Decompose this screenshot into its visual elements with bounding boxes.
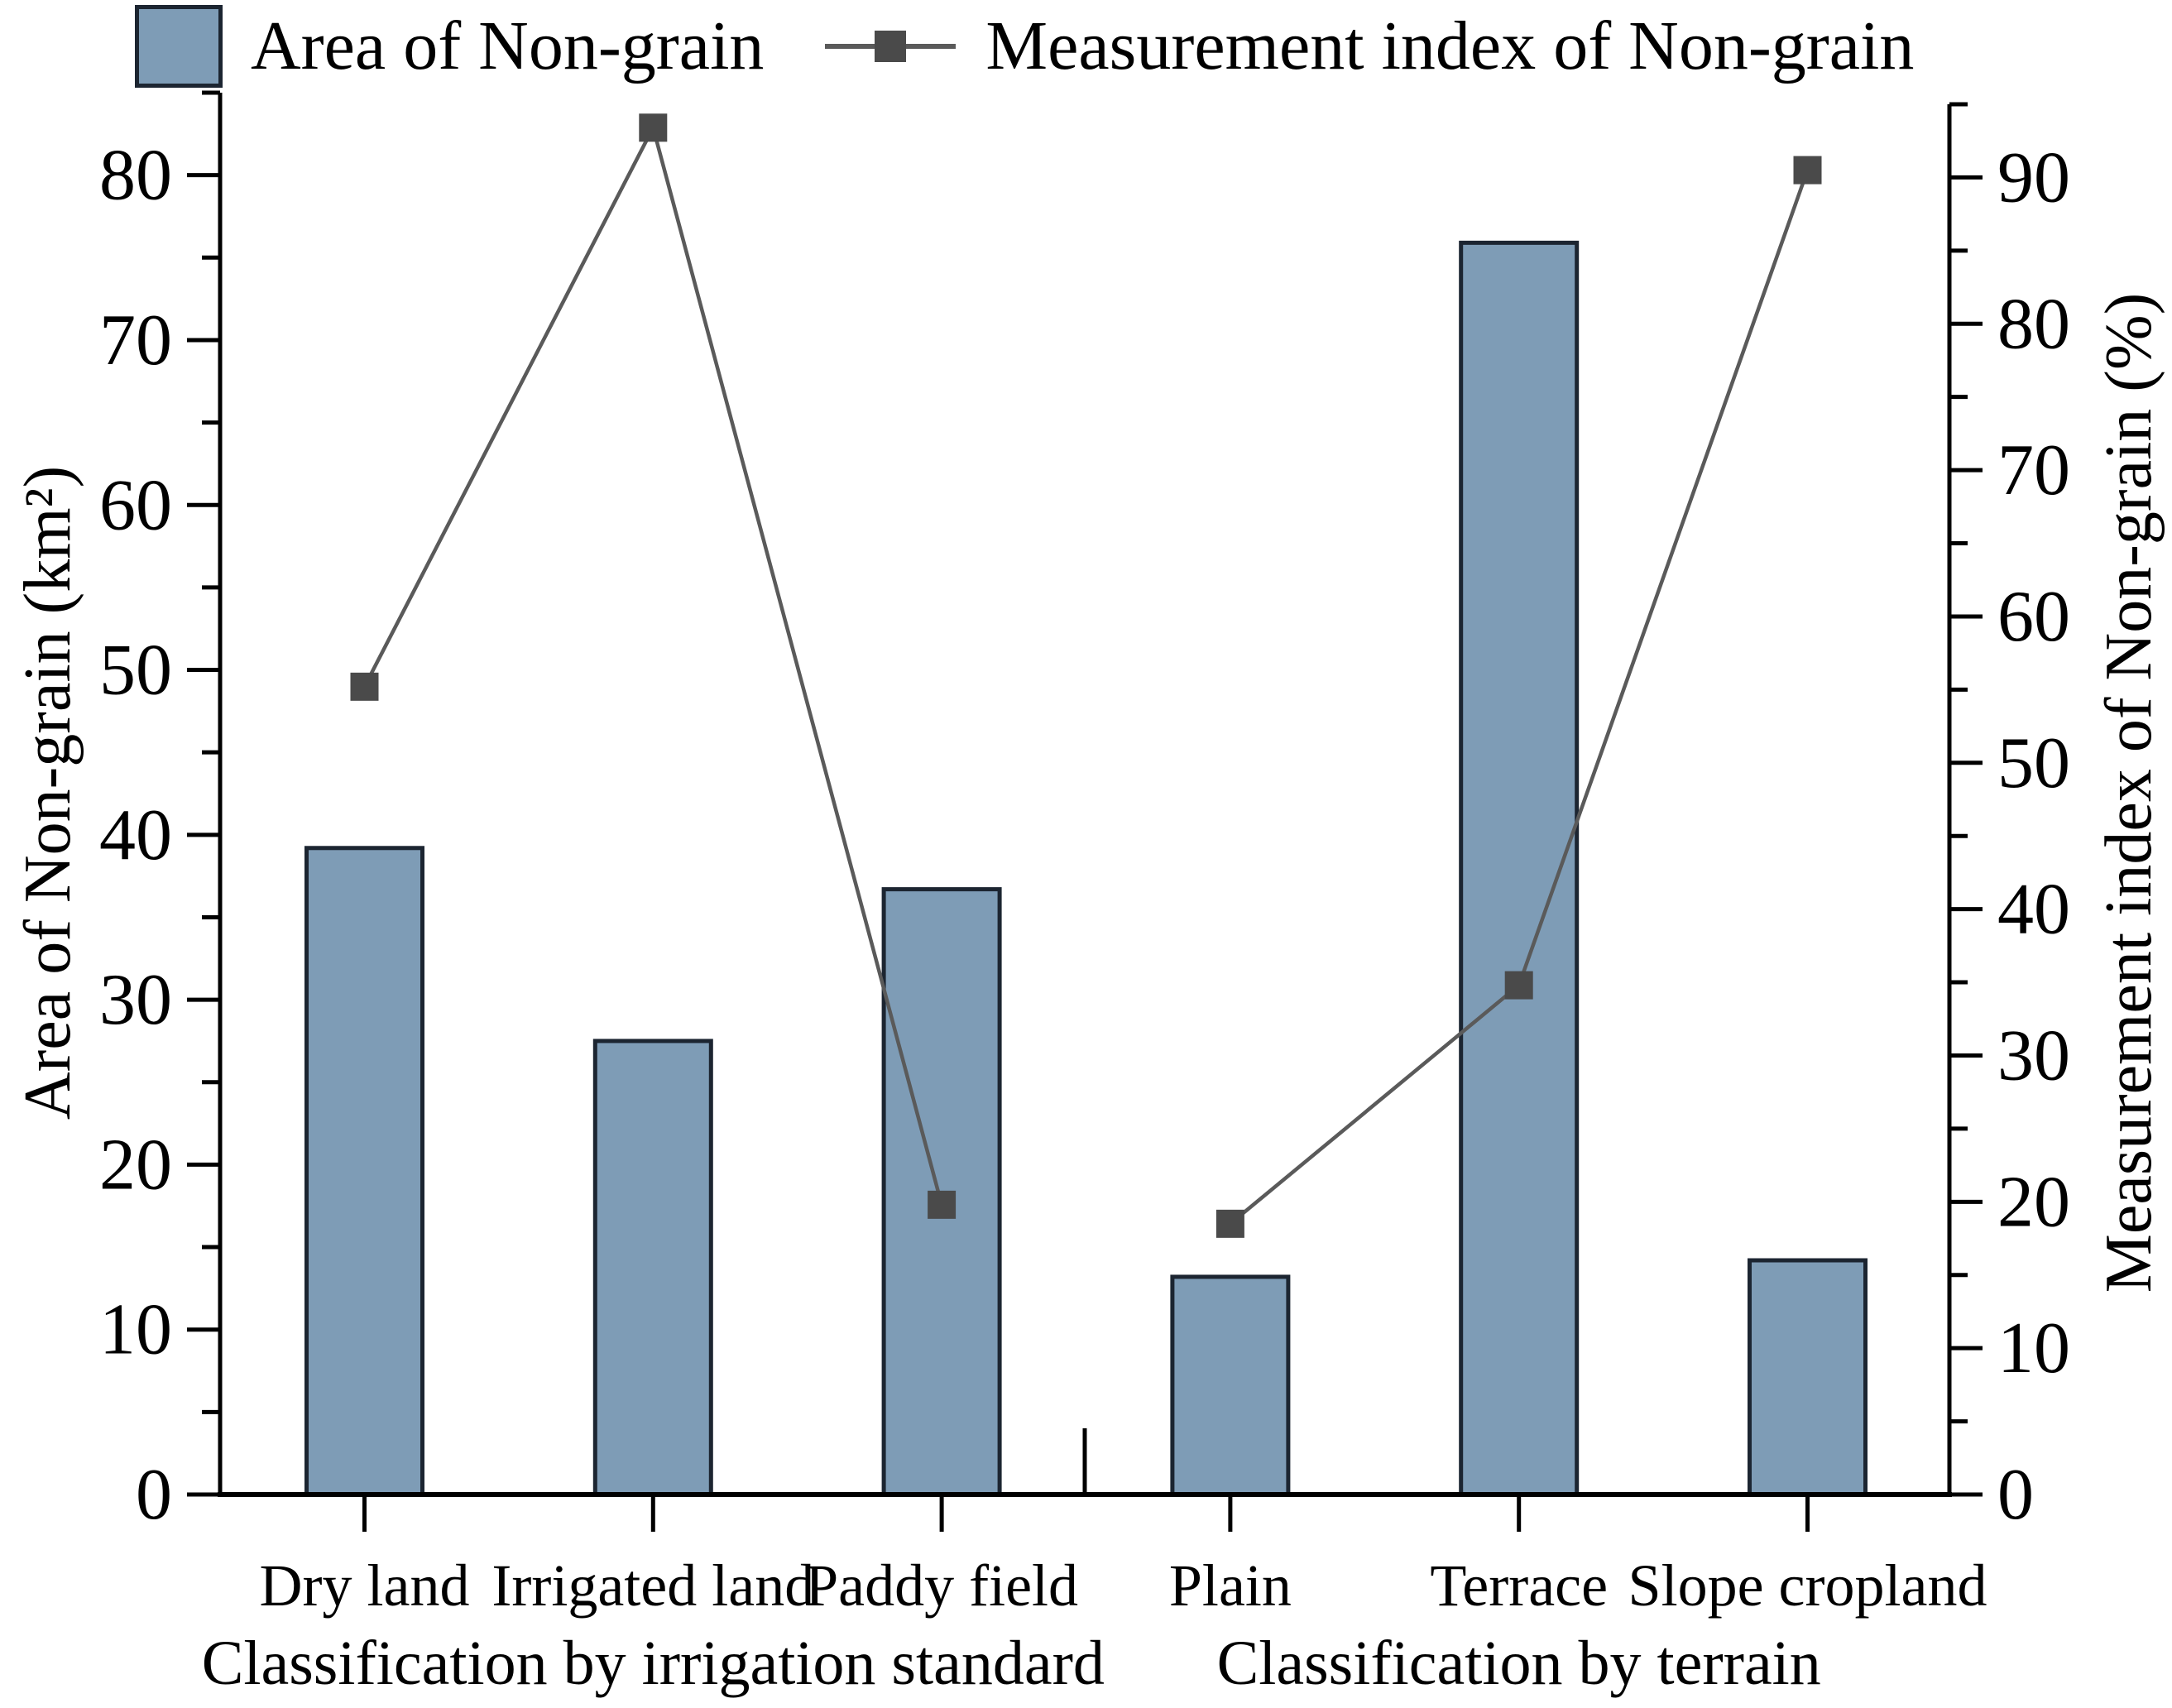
bar-Plain: [1170, 1274, 1291, 1497]
index-marker-Dry land: [350, 672, 379, 701]
right-tick-label: 70: [1997, 430, 2070, 511]
index-marker-Irrigated land: [639, 113, 668, 142]
right-tick-label: 90: [1997, 137, 2070, 218]
left-tick-label: 50: [99, 631, 172, 711]
legend-label-index: Measurement index of Non-grain: [985, 7, 1915, 84]
left-tick-label: 70: [99, 300, 172, 381]
category-label-Irrigated land: Irrigated land: [491, 1552, 814, 1619]
category-label-Paddy field: Paddy field: [805, 1552, 1078, 1619]
right-tick-label: 0: [1997, 1455, 2034, 1535]
category-label-Plain: Plain: [1169, 1552, 1292, 1619]
category-label-Terrace: Terrace: [1430, 1552, 1608, 1619]
legend-line-marker-icon: [825, 31, 957, 62]
left-axis-title: Area of Non-grain (km²): [12, 465, 84, 1120]
legend-square-marker-icon: [875, 31, 907, 62]
left-tick-label: 30: [99, 960, 172, 1040]
right-tick-label: 20: [1997, 1162, 2070, 1242]
bar-Slope cropland: [1748, 1258, 1868, 1497]
bar-Dry land: [304, 846, 424, 1497]
right-tick-label: 40: [1997, 870, 2070, 950]
group-label-0: Classification by irrigation standard: [202, 1629, 1105, 1698]
right-tick-label: 50: [1997, 723, 2070, 804]
legend-bar-swatch-icon: [135, 5, 223, 88]
right-tick-label: 80: [1997, 284, 2070, 364]
left-tick-label: 20: [99, 1125, 172, 1205]
right-axis-title: Measurement index of Non-grain (%): [2093, 292, 2165, 1293]
index-marker-Paddy field: [928, 1190, 957, 1219]
left-tick-label: 60: [99, 465, 172, 545]
right-tick-label: 60: [1997, 577, 2070, 657]
bar-Terrace: [1459, 240, 1580, 1497]
right-tick-label: 30: [1997, 1016, 2070, 1096]
right-tick-label: 10: [1997, 1308, 2070, 1389]
index-marker-Slope cropland: [1793, 156, 1822, 185]
category-label-Slope cropland: Slope cropland: [1628, 1552, 1987, 1619]
index-marker-Plain: [1215, 1209, 1244, 1238]
bar-Irrigated land: [592, 1039, 713, 1497]
group-label-1: Classification by terrain: [1217, 1629, 1821, 1698]
index-marker-Terrace: [1504, 971, 1533, 1000]
left-tick-label: 10: [99, 1290, 172, 1370]
left-tick-label: 40: [99, 795, 172, 876]
legend-label-area: Area of Non-grain: [251, 7, 765, 84]
legend: Area of Non-grain Measurement index of N…: [135, 5, 1914, 88]
left-tick-label: 80: [99, 136, 172, 216]
left-tick-label: 0: [136, 1455, 172, 1535]
category-label-Dry land: Dry land: [260, 1552, 470, 1619]
